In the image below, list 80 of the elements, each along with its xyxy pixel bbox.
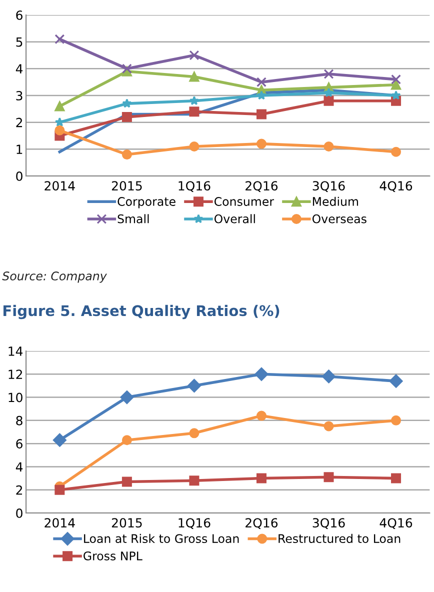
- source-note: Source: Company: [2, 271, 107, 283]
- point: [391, 473, 402, 484]
- y-tick-label: 14: [8, 346, 23, 356]
- y-tick-label: 10: [8, 392, 22, 402]
- point: [122, 476, 132, 487]
- point: [391, 146, 402, 157]
- point: [54, 125, 65, 136]
- point: [389, 374, 403, 388]
- x-tick-label: 1Q16: [178, 181, 210, 192]
- point: [122, 64, 132, 74]
- y-tick-label: 1: [16, 144, 22, 154]
- point: [189, 72, 200, 82]
- y-tick-label: 3: [16, 90, 22, 100]
- point: [122, 150, 132, 160]
- point: [189, 50, 200, 60]
- y-tick-label: 8: [16, 416, 22, 426]
- x-tick-label: 2015: [112, 518, 142, 528]
- point: [324, 421, 334, 432]
- point: [189, 106, 200, 117]
- point: [256, 473, 266, 484]
- point: [189, 96, 200, 106]
- y-tick-label: 4: [16, 64, 23, 74]
- point: [256, 77, 266, 88]
- x-tick-label: 2015: [112, 181, 142, 191]
- x-tick-label: 2014: [44, 518, 75, 528]
- legend-label: Restructured to Loan: [278, 534, 400, 544]
- point: [324, 96, 334, 106]
- x-tick-label: 2Q16: [246, 181, 278, 192]
- point: [254, 367, 268, 381]
- legend-label: Consumer: [214, 197, 274, 206]
- point: [54, 117, 64, 127]
- point: [256, 90, 266, 100]
- point: [52, 433, 66, 447]
- y-tick-label: 5: [16, 37, 22, 47]
- legend-label: Corporate: [118, 197, 176, 208]
- point: [391, 415, 402, 426]
- y-tick-label: 12: [8, 370, 22, 379]
- point: [324, 88, 334, 98]
- point: [256, 410, 266, 421]
- point: [189, 476, 200, 486]
- legend-label: Loan at Risk to Gross Loan: [84, 534, 239, 544]
- point: [189, 428, 200, 438]
- point: [54, 101, 65, 112]
- point: [122, 98, 132, 108]
- point: [122, 112, 132, 122]
- x-tick-label: 4Q16: [380, 518, 412, 529]
- point: [324, 472, 334, 482]
- y-tick-label: 0: [16, 508, 22, 518]
- y-tick-label: 0: [16, 171, 22, 181]
- y-tick-label: 2: [16, 485, 22, 495]
- point: [189, 141, 200, 152]
- point: [256, 138, 266, 149]
- x-tick-label: 3Q16: [312, 181, 345, 192]
- legend-label: Overall: [214, 214, 255, 224]
- y-tick-label: 4: [16, 462, 23, 472]
- legend-label: Gross NPL: [84, 551, 142, 560]
- point: [187, 378, 201, 392]
- legend-label: Overseas: [312, 214, 366, 224]
- point: [391, 74, 402, 84]
- point: [391, 90, 401, 100]
- y-tick-label: 6: [16, 10, 22, 20]
- point: [122, 435, 132, 446]
- chart-title: Figure 5. Asset Quality Ratios (%): [4, 304, 280, 320]
- point: [322, 370, 336, 384]
- point: [324, 69, 334, 80]
- x-tick-label: 2014: [44, 181, 75, 191]
- point: [256, 109, 266, 120]
- y-tick-label: 2: [16, 118, 22, 128]
- x-tick-label: 3Q16: [312, 518, 345, 529]
- point: [54, 34, 65, 44]
- legend-label: Small: [118, 214, 149, 224]
- x-tick-label: 2Q16: [246, 518, 278, 529]
- x-tick-label: 1Q16: [178, 518, 210, 529]
- point: [391, 80, 402, 90]
- point: [324, 141, 334, 152]
- legend-label: Medium: [312, 196, 358, 206]
- y-tick-label: 6: [16, 439, 22, 448]
- point: [120, 390, 134, 404]
- x-tick-label: 4Q16: [380, 181, 412, 192]
- point: [54, 484, 65, 495]
